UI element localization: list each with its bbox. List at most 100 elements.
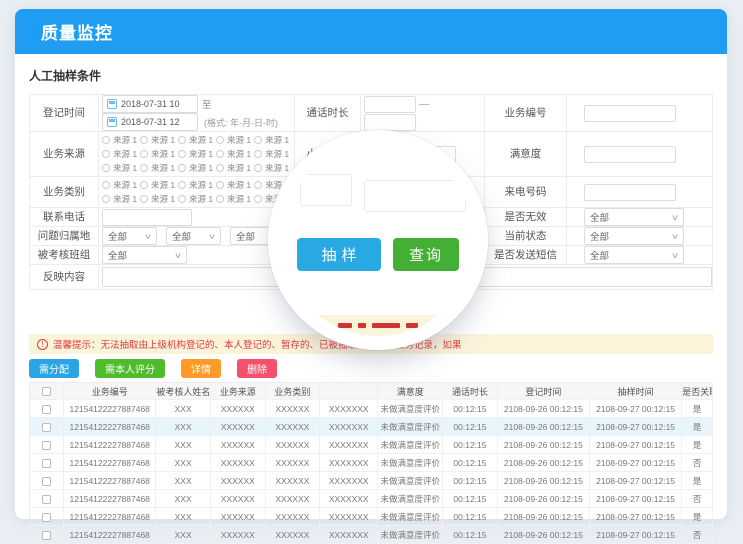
source-radio-option[interactable]: 来源 1 <box>102 179 140 191</box>
problem-region-select-1[interactable]: 全部 ∨ <box>102 227 157 245</box>
source-radio-option[interactable]: 来源 1 <box>140 193 178 205</box>
problem-region-label: 问题归属地 <box>30 227 99 246</box>
radio-icon[interactable] <box>102 150 110 158</box>
radio-icon[interactable] <box>178 164 186 172</box>
row-checkbox[interactable] <box>42 512 52 522</box>
chevron-down-icon: ∨ <box>670 212 680 222</box>
assessed-team-select[interactable]: 全部 ∨ <box>102 246 187 264</box>
source-radio-option[interactable]: 来源 1 <box>254 162 292 174</box>
radio-icon[interactable] <box>254 164 262 172</box>
radio-icon[interactable] <box>254 181 262 189</box>
table-cell: 2108-09-27 00:12:15 <box>589 489 683 508</box>
column-header: 业务编号 <box>63 382 157 400</box>
table-cell: 00:12:15 <box>442 399 498 418</box>
radio-icon[interactable] <box>140 136 148 144</box>
radio-icon[interactable] <box>216 181 224 189</box>
radio-icon[interactable] <box>102 164 110 172</box>
radio-icon[interactable] <box>102 181 110 189</box>
radio-icon[interactable] <box>254 195 262 203</box>
radio-icon[interactable] <box>140 181 148 189</box>
radio-icon[interactable] <box>216 136 224 144</box>
table-cell: XXXXXXX <box>319 417 379 436</box>
radio-icon[interactable] <box>102 195 110 203</box>
table-cell: XXX <box>155 525 211 544</box>
row-checkbox-cell <box>29 471 65 490</box>
detail-button[interactable]: 详情 <box>181 359 221 378</box>
query-button[interactable]: 查询 <box>393 238 459 271</box>
source-radio-option[interactable]: 来源 1 <box>178 134 216 146</box>
table-cell: 12154122227887468 <box>63 507 157 526</box>
source-radio-option[interactable]: 来源 1 <box>216 193 254 205</box>
radio-icon[interactable] <box>178 136 186 144</box>
source-radio-option[interactable]: 来源 1 <box>102 193 140 205</box>
source-radio-option[interactable]: 来源 1 <box>216 162 254 174</box>
radio-icon[interactable] <box>178 150 186 158</box>
self-score-button[interactable]: 需本人评分 <box>95 359 165 378</box>
source-radio-option[interactable]: 来源 1 <box>216 148 254 160</box>
call-duration-min-input[interactable] <box>364 95 416 113</box>
send-sms-select[interactable]: 全部 ∨ <box>584 246 684 264</box>
radio-option-label: 来源 1 <box>113 180 138 190</box>
source-radio-option[interactable]: 来源 1 <box>178 179 216 191</box>
radio-icon[interactable] <box>216 164 224 172</box>
select-all-checkbox[interactable] <box>42 387 52 397</box>
table-row: 12154122227887468 XXX XXXXXX XXXXXX XXXXXXX 未… <box>29 471 713 490</box>
caller-number-input[interactable] <box>584 183 676 201</box>
delete-button[interactable]: 删除 <box>237 359 277 378</box>
row-checkbox[interactable] <box>42 422 52 432</box>
source-radio-option[interactable]: 来源 1 <box>216 134 254 146</box>
row-checkbox[interactable] <box>42 530 52 540</box>
source-radio-option[interactable]: 来源 1 <box>178 162 216 174</box>
radio-option-label: 来源 1 <box>189 149 214 159</box>
radio-icon[interactable] <box>216 150 224 158</box>
table-cell: XXXXXX <box>210 507 266 526</box>
register-time-to[interactable]: 2018-07-31 12 <box>102 113 198 131</box>
radio-icon[interactable] <box>140 164 148 172</box>
register-time-from[interactable]: 2018-07-31 10 <box>102 95 198 113</box>
source-radio-option[interactable]: 来源 1 <box>178 148 216 160</box>
radio-icon[interactable] <box>254 150 262 158</box>
problem-region-select-2[interactable]: 全部 ∨ <box>166 227 221 245</box>
radio-icon[interactable] <box>178 195 186 203</box>
radio-icon[interactable] <box>178 181 186 189</box>
assign-button[interactable]: 需分配 <box>29 359 79 378</box>
row-checkbox-cell <box>29 525 65 544</box>
send-sms-label: 是否发送短信 <box>485 246 567 265</box>
is-invalid-select[interactable]: 全部 ∨ <box>584 208 684 226</box>
source-radio-option[interactable]: 来源 1 <box>254 148 292 160</box>
source-radio-option[interactable]: 来源 1 <box>140 148 178 160</box>
sample-button[interactable]: 抽样 <box>297 238 381 271</box>
action-toolbar: 需分配 需本人评分 详情 删除 <box>29 359 713 378</box>
source-radio-option[interactable]: 来源 1 <box>102 134 140 146</box>
radio-icon[interactable] <box>140 150 148 158</box>
row-checkbox[interactable] <box>42 494 52 504</box>
row-checkbox[interactable] <box>42 404 52 414</box>
contact-phone-input[interactable] <box>102 208 192 226</box>
radio-icon[interactable] <box>102 136 110 144</box>
row-checkbox[interactable] <box>42 440 52 450</box>
satisfaction-input[interactable] <box>584 145 676 163</box>
row-checkbox[interactable] <box>42 458 52 468</box>
source-radio-option[interactable]: 来源 1 <box>254 134 292 146</box>
table-cell: XXXXXX <box>210 471 266 490</box>
source-radio-option[interactable]: 来源 1 <box>216 179 254 191</box>
table-cell: XXX <box>155 489 211 508</box>
call-duration-max-input[interactable] <box>364 113 416 131</box>
radio-icon[interactable] <box>140 195 148 203</box>
source-radio-option[interactable]: 来源 1 <box>140 179 178 191</box>
current-status-select[interactable]: 全部 ∨ <box>584 227 684 245</box>
source-radio-option[interactable]: 来源 1 <box>102 148 140 160</box>
radio-icon[interactable] <box>216 195 224 203</box>
source-radio-option[interactable]: 来源 1 <box>178 193 216 205</box>
table-cell: XXXXXXX <box>319 507 379 526</box>
source-radio-option[interactable]: 来源 1 <box>140 162 178 174</box>
source-radio-option[interactable]: 来源 1 <box>254 179 292 191</box>
source-radio-option[interactable]: 来源 1 <box>140 134 178 146</box>
row-checkbox[interactable] <box>42 476 52 486</box>
table-cell: XXXXXX <box>210 489 266 508</box>
radio-icon[interactable] <box>254 136 262 144</box>
business-no-input[interactable] <box>584 104 676 122</box>
table-cell: XXX <box>155 417 211 436</box>
radio-option-label: 来源 1 <box>151 194 176 204</box>
source-radio-option[interactable]: 来源 1 <box>102 162 140 174</box>
